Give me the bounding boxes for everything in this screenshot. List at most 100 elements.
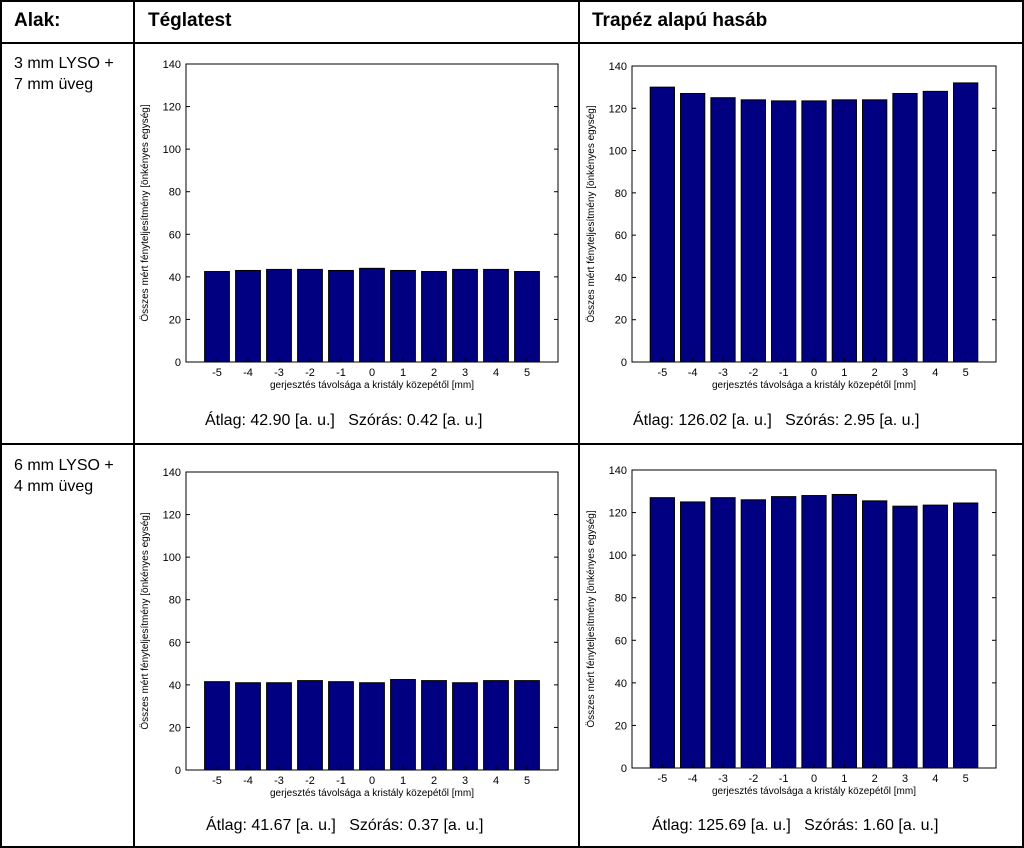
chart-3-bar-6 <box>831 493 857 769</box>
chart-1-bar-10 <box>953 82 979 363</box>
chart-1-ytick-label-5: 100 <box>609 146 627 158</box>
chart-3-xtick-label-7: 2 <box>872 773 878 785</box>
chart-0-xlabel: gerjesztés távolsága a kristály közepétő… <box>270 380 474 391</box>
chart-1-ytick-label-4: 80 <box>615 188 627 200</box>
chart-1-xlabel: gerjesztés távolsága a kristály közepétő… <box>712 380 916 391</box>
chart-1-ytick-label-7: 140 <box>609 61 627 73</box>
chart-2-bar-2 <box>266 682 292 771</box>
chart-3-bar-4 <box>771 496 797 769</box>
chart-3-bar-3 <box>740 499 766 769</box>
chart-0-bar-2 <box>266 268 292 363</box>
chart-0-xtick-label-10: 5 <box>524 367 530 379</box>
chart-2-xtick-label-10: 5 <box>524 775 530 787</box>
stat-row1-trap: Átlag: 126.02 [a. u.] Szórás: 2.95 [a. u… <box>633 412 920 429</box>
chart-0-bar-3 <box>297 268 323 363</box>
chart-0-ytick-label-1: 20 <box>169 314 181 326</box>
chart-2-xtick-label-7: 2 <box>431 775 437 787</box>
chart-0-ytick-label-5: 100 <box>163 144 181 156</box>
chart-3-xtick-label-4: -1 <box>779 773 789 785</box>
chart-1-ylabel: Összes mért fényteljesítmény [önkényes e… <box>585 105 597 323</box>
chart-0-bar-4 <box>328 269 354 363</box>
chart-3-ylabel: Összes mért fényteljesítmény [önkényes e… <box>585 510 597 728</box>
chart-2-ytick-label-6: 120 <box>163 510 181 522</box>
chart-2-bar-4 <box>328 681 354 771</box>
chart-2-ylabel: Összes mért fényteljesítmény [önkényes e… <box>139 512 151 730</box>
header-shape: Alak: <box>14 10 61 31</box>
chart-2-xtick-label-1: -4 <box>243 775 253 787</box>
row2-shape-label: 6 mm LYSO + 4 mm üveg <box>14 455 114 497</box>
stat-row1-rect: Átlag: 42.90 [a. u.] Szórás: 0.42 [a. u.… <box>205 412 483 429</box>
chart-2-bar-3 <box>297 680 323 771</box>
chart-0-bar-5 <box>359 267 385 363</box>
chart-3-bar-10 <box>953 502 979 769</box>
chart-2-xlabel: gerjesztés távolsága a kristály közepétő… <box>270 788 474 799</box>
chart-0-ytick-label-6: 120 <box>163 102 181 114</box>
chart-2-bar-6 <box>390 679 416 771</box>
chart-3-xtick-label-9: 4 <box>932 773 938 785</box>
chart-2-xtick-label-6: 1 <box>400 775 406 787</box>
table-border-col2 <box>578 0 580 848</box>
chart-2-ytick-label-4: 80 <box>169 595 181 607</box>
chart-1-xtick-label-8: 3 <box>902 367 908 379</box>
chart-1-xtick-label-1: -4 <box>688 367 698 379</box>
chart-0-bar-7 <box>421 271 447 363</box>
chart-2-xtick-label-2: -3 <box>274 775 284 787</box>
chart-2-ytick-label-2: 40 <box>169 680 181 692</box>
header-trapezoid: Trapéz alapú hasáb <box>592 10 768 31</box>
chart-1-xtick-label-4: -1 <box>779 367 789 379</box>
stat-row2-trap: Átlag: 125.69 [a. u.] Szórás: 1.60 [a. u… <box>652 817 939 834</box>
chart-2-bar-1 <box>235 682 261 771</box>
chart-2-bar-5 <box>359 682 385 771</box>
chart-0-xtick-label-6: 1 <box>400 367 406 379</box>
chart-3-xtick-label-3: -2 <box>748 773 758 785</box>
chart-1-ytick-label-3: 60 <box>615 230 627 242</box>
table-border-header <box>0 42 1024 44</box>
row1-shape-line2: 7 mm üveg <box>14 76 94 93</box>
chart-3-xtick-label-6: 1 <box>841 773 847 785</box>
table-border-col1 <box>133 0 135 848</box>
chart-0-bar-8 <box>452 268 478 363</box>
chart-3-bar-0 <box>649 497 675 769</box>
chart-1-xtick-label-0: -5 <box>657 367 667 379</box>
chart-2-bar-7 <box>421 680 447 771</box>
chart-1-ytick-label-6: 120 <box>609 103 627 115</box>
chart-2-xtick-label-3: -2 <box>305 775 315 787</box>
chart-0-xtick-label-3: -2 <box>305 367 315 379</box>
chart-0-xtick-label-2: -3 <box>274 367 284 379</box>
chart-3-ytick-label-6: 120 <box>609 508 627 520</box>
chart-1-bar-4 <box>771 100 797 363</box>
chart-3-ytick-label-1: 20 <box>615 720 627 732</box>
chart-0-xtick-label-8: 3 <box>462 367 468 379</box>
chart-1-ytick-label-2: 40 <box>615 272 627 284</box>
chart-0-bar-1 <box>235 269 261 363</box>
chart-3-ytick-label-5: 100 <box>609 550 627 562</box>
chart-1-bar-1 <box>680 92 706 363</box>
chart-1-bar-7 <box>862 99 888 363</box>
chart-3-bar-7 <box>862 500 888 769</box>
row2-shape-line2: 4 mm üveg <box>14 478 94 495</box>
chart-0-ylabel: Összes mért fényteljesítmény [önkényes e… <box>139 104 151 322</box>
chart-3-bar-9 <box>922 504 948 769</box>
chart-1-xtick-label-7: 2 <box>872 367 878 379</box>
table-border-bottom <box>0 846 1024 848</box>
chart-1-xtick-label-9: 4 <box>932 367 938 379</box>
chart-3-xtick-label-8: 3 <box>902 773 908 785</box>
chart-2-bar-9 <box>483 680 509 771</box>
chart-3-xtick-label-10: 5 <box>963 773 969 785</box>
chart-1-xtick-label-10: 5 <box>963 367 969 379</box>
stat-row2-rect: Átlag: 41.67 [a. u.] Szórás: 0.37 [a. u.… <box>206 817 484 834</box>
chart-2-ytick-label-1: 20 <box>169 722 181 734</box>
chart-3-ytick-label-4: 80 <box>615 593 627 605</box>
chart-3-xtick-label-2: -3 <box>718 773 728 785</box>
chart-0-xtick-label-4: -1 <box>336 367 346 379</box>
chart-3-bar-8 <box>892 505 918 769</box>
chart-0-ytick-label-4: 80 <box>169 187 181 199</box>
chart-1-bar-8 <box>892 92 918 363</box>
chart-1-xtick-label-5: 0 <box>811 367 817 379</box>
chart-3-ytick-label-2: 40 <box>615 678 627 690</box>
chart-0-bar-9 <box>483 268 509 363</box>
table-border-right <box>1022 0 1024 848</box>
chart-1-xtick-label-6: 1 <box>841 367 847 379</box>
chart-3-ytick-label-0: 0 <box>621 763 627 775</box>
chart-1-xtick-label-3: -2 <box>748 367 758 379</box>
